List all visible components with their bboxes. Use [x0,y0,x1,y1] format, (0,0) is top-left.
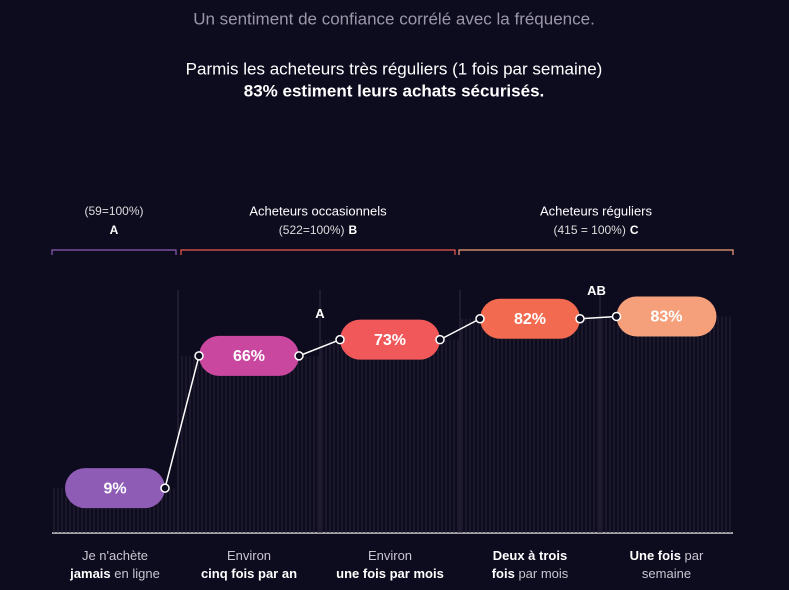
area-hatch [601,316,732,533]
dot [435,334,445,345]
category-label: semaine [642,566,691,581]
group-name: Acheteurs réguliers [540,203,652,218]
category-label: une fois par mois [336,566,444,581]
category-label-part: par mois [515,566,569,581]
headline: Un sentiment de confiance corrélé avec l… [193,9,595,28]
value-label: 9% [103,480,126,497]
dot [611,311,622,322]
category-label: Environ [227,548,271,563]
group-bracket [51,249,177,255]
connector [164,355,200,489]
group-bracket [458,249,734,255]
group-count: (522=100%) B [279,223,358,237]
category-label-part: une fois par mois [336,566,444,581]
category-label-part: Deux à trois [493,548,567,563]
category-label-part: en ligne [111,566,160,581]
group-name: Acheteurs occasionnels [249,203,387,218]
pill [480,298,580,339]
value-label: 66% [233,348,265,365]
highlight: 83% estiment leurs achats sécurisés. [244,81,545,100]
group-letter: C [630,223,639,237]
group-count-text: (415 = 100%) [553,223,625,237]
pill [65,468,165,509]
category-label-part: fois [492,566,515,581]
category-label: Je n'achète [82,548,148,563]
group-count: (59=100%) [84,204,143,218]
significance: AB [587,283,606,298]
category-label-part: Je n'achète [82,548,148,563]
significance: A [315,306,325,321]
dot [294,351,304,361]
category-label: Environ [368,548,412,563]
category-label-part: jamais [69,566,110,581]
connector [439,318,481,341]
dot [575,314,585,324]
category-label-part: Environ [368,548,412,563]
category-label-part: par [681,548,704,563]
group-letter: B [349,223,358,237]
pill [199,335,299,376]
dot [160,483,170,493]
value-label: 82% [514,311,546,328]
category-label: Une fois par [630,548,704,563]
dot [335,334,345,345]
dot [475,314,485,324]
category-label-part: Une fois [630,548,681,563]
value-label: 73% [374,332,406,349]
area-hatch [321,339,459,533]
connector [579,315,617,320]
category-label-part: cinq fois par an [201,566,297,581]
category-label: cinq fois par an [201,566,297,581]
connector [298,338,341,357]
group-letter: A [110,223,119,237]
group-count: (415 = 100%) C [553,223,638,237]
category-label-part: semaine [642,566,691,581]
category-label: jamais en ligne [69,566,160,581]
category-label: fois par mois [492,566,569,581]
category-label-part: Environ [227,548,271,563]
category-label: Deux à trois [493,548,567,563]
group-count-text: (522=100%) [279,223,345,237]
dot [194,351,204,361]
pill [616,296,717,337]
subheadline: Parmis les acheteurs très réguliers (1 f… [186,59,603,78]
group-bracket [180,249,456,255]
pill [340,319,440,360]
value-label: 83% [650,309,682,326]
area-hatch [179,355,319,533]
area-hatch [461,318,599,533]
